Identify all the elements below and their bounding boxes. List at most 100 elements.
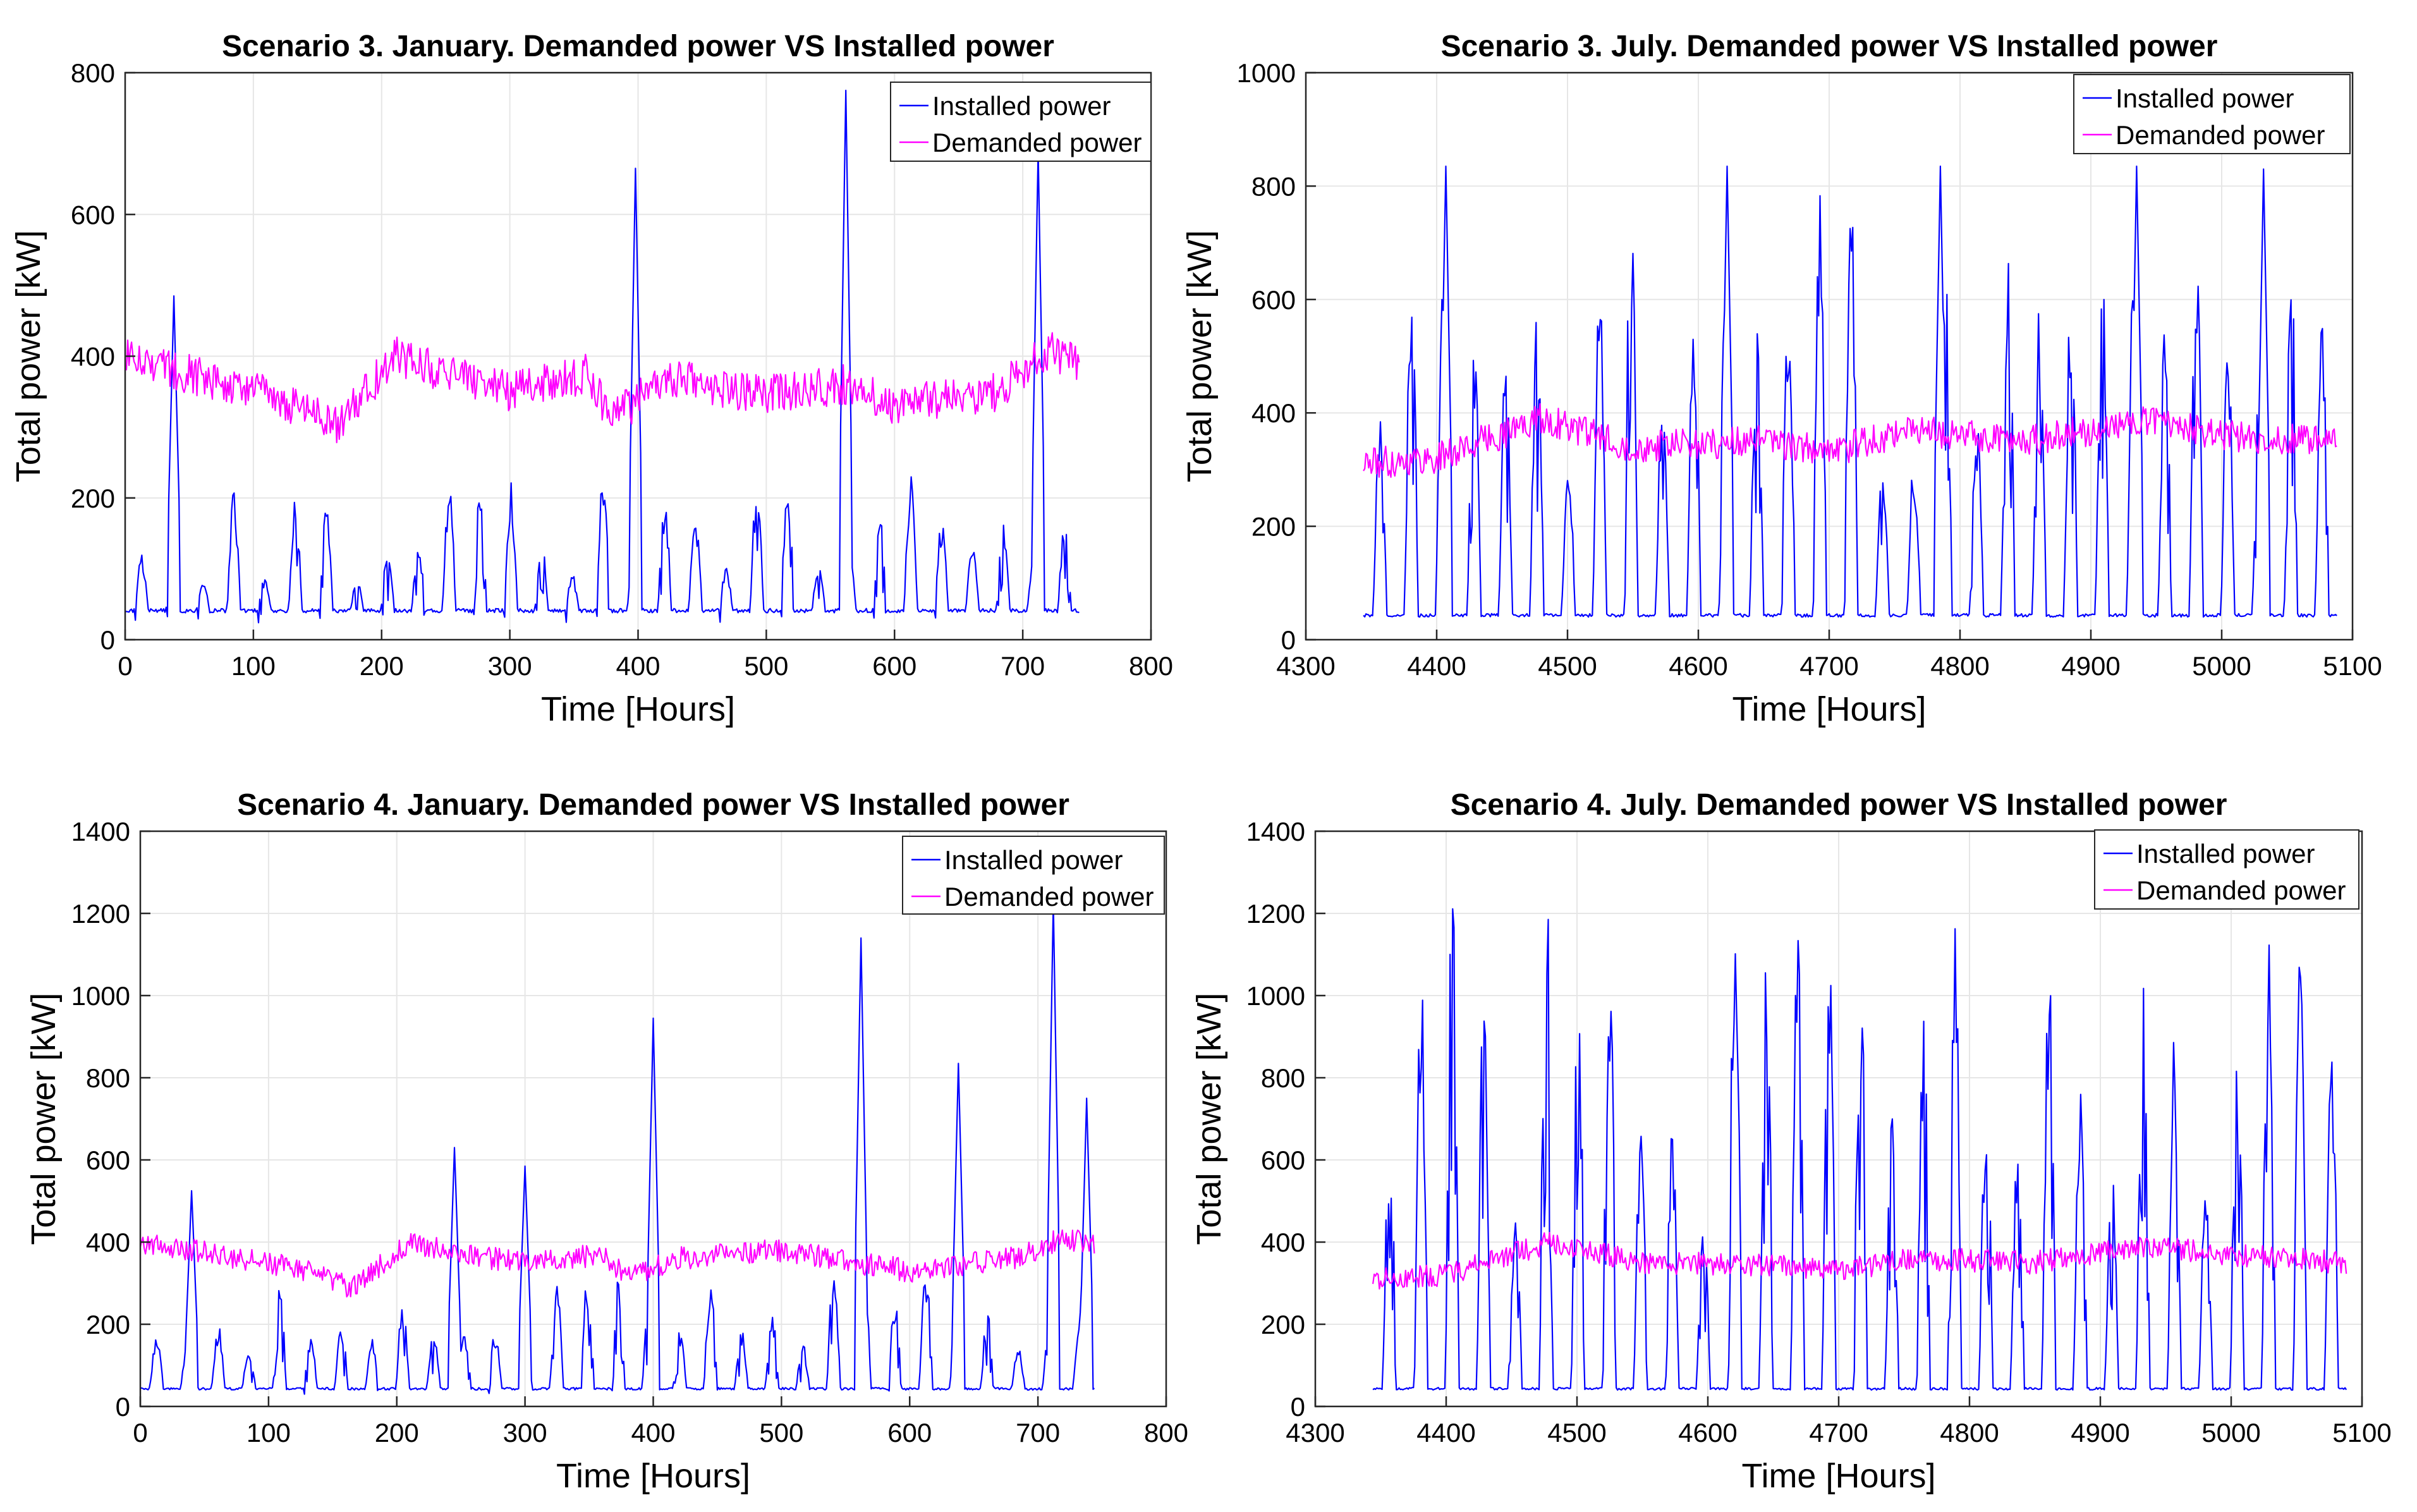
y-tick-label: 1000 <box>71 981 130 1011</box>
legend-label: Installed power <box>2116 83 2294 113</box>
y-tick-label: 200 <box>86 1310 130 1339</box>
y-tick-label: 1400 <box>1246 817 1305 846</box>
x-tick-label: 0 <box>118 651 132 681</box>
x-tick-label: 4800 <box>1930 651 1989 681</box>
x-tick-label: 4800 <box>1940 1418 1999 1448</box>
chart-title: Scenario 3. July. Demanded power VS Inst… <box>1441 30 2218 63</box>
x-tick-label: 500 <box>759 1418 803 1448</box>
x-tick-label: 4600 <box>1678 1418 1737 1448</box>
y-tick-label: 0 <box>100 625 115 655</box>
legend-label: Demanded power <box>944 882 1154 911</box>
legend-label: Installed power <box>944 845 1123 875</box>
x-tick-label: 300 <box>503 1418 547 1448</box>
legend: Installed power Demanded power <box>2073 74 2351 154</box>
legend-label: Demanded power <box>932 128 1142 157</box>
y-axis-label: Total power [kW] <box>1190 992 1228 1245</box>
chart-3: 0 100 200 300 400 500 600 700 800 0 200 400 600 800 10… <box>25 788 1188 1495</box>
legend-label: Demanded power <box>2116 120 2325 150</box>
x-tick-label: 5100 <box>2332 1418 2391 1448</box>
y-tick-label: 1200 <box>71 899 130 929</box>
x-tick-label: 0 <box>133 1418 147 1448</box>
y-tick-label: 400 <box>86 1228 130 1257</box>
y-axis-label: Total power [kW] <box>1181 230 1219 482</box>
y-tick-label: 600 <box>86 1145 130 1175</box>
x-tick-label: 4300 <box>1276 651 1335 681</box>
x-tick-label: 4400 <box>1407 651 1466 681</box>
legend-box <box>890 82 1152 162</box>
y-tick-label: 1000 <box>1246 981 1305 1011</box>
y-tick-label: 400 <box>1261 1228 1305 1257</box>
x-tick-label: 700 <box>1016 1418 1060 1448</box>
y-tick-label: 0 <box>116 1392 130 1422</box>
x-tick-label: 600 <box>872 651 916 681</box>
x-axis-label: Time [Hours] <box>1732 690 1926 728</box>
legend: Installed power Demanded power <box>890 82 1152 162</box>
series-line-installed-power <box>140 900 1095 1395</box>
y-tick-label: 200 <box>1261 1310 1305 1339</box>
x-tick-label: 4600 <box>1669 651 1727 681</box>
y-tick-label: 1200 <box>1246 899 1305 929</box>
legend-box <box>2094 829 2359 910</box>
x-tick-label: 200 <box>360 651 404 681</box>
y-tick-label: 600 <box>1251 285 1296 315</box>
x-tick-label: 800 <box>1144 1418 1188 1448</box>
y-tick-label: 800 <box>1251 171 1296 201</box>
chart-title: Scenario 4. July. Demanded power VS Inst… <box>1451 788 2227 822</box>
series-line-installed-power <box>125 89 1080 624</box>
chart-4: 4300 4400 4500 4600 4700 4800 4900 5000 5100 0 200… <box>1190 788 2392 1495</box>
x-tick-label: 700 <box>1001 651 1045 681</box>
chart-title: Scenario 3. January. Demanded power VS I… <box>222 30 1054 63</box>
series-line-installed-power <box>1363 165 2337 618</box>
x-tick-label: 4400 <box>1416 1418 1475 1448</box>
legend: Installed power Demanded power <box>902 836 1165 915</box>
series-line-demanded-power <box>1372 1232 2347 1290</box>
x-tick-label: 4700 <box>1799 651 1858 681</box>
y-tick-label: 200 <box>71 484 115 513</box>
y-tick-label: 0 <box>1291 1392 1305 1422</box>
series-line-demanded-power <box>139 1229 1095 1298</box>
x-tick-label: 4300 <box>1286 1418 1344 1448</box>
x-tick-label: 800 <box>1129 651 1173 681</box>
legend-label: Installed power <box>2136 839 2315 869</box>
legend: Installed power Demanded power <box>2094 829 2359 910</box>
x-tick-label: 600 <box>887 1418 932 1448</box>
x-tick-label: 4500 <box>1538 651 1597 681</box>
y-tick-label: 200 <box>1251 512 1296 542</box>
x-tick-label: 4700 <box>1809 1418 1868 1448</box>
x-tick-label: 5000 <box>2201 1418 2260 1448</box>
y-tick-label: 800 <box>1261 1063 1305 1093</box>
x-tick-label: 4900 <box>2061 651 2120 681</box>
x-tick-label: 100 <box>231 651 276 681</box>
x-tick-label: 400 <box>616 651 660 681</box>
y-tick-label: 0 <box>1281 625 1296 655</box>
legend-label: Installed power <box>932 91 1111 121</box>
x-tick-label: 5100 <box>2323 651 2382 681</box>
series-line-demanded-power <box>124 332 1080 444</box>
series-line-installed-power <box>1372 908 2347 1391</box>
x-tick-label: 5000 <box>2192 651 2251 681</box>
x-tick-label: 400 <box>631 1418 675 1448</box>
x-tick-label: 200 <box>375 1418 419 1448</box>
chart-1: 0 100 200 300 400 500 600 700 800 0 200 400 600 800 Sc… <box>9 30 1173 728</box>
x-tick-label: 4900 <box>2071 1418 2129 1448</box>
x-tick-label: 300 <box>488 651 532 681</box>
y-axis-label: Total power [kW] <box>25 992 63 1245</box>
y-tick-label: 400 <box>71 342 115 372</box>
chart-title: Scenario 4. January. Demanded power VS I… <box>237 788 1069 822</box>
x-tick-label: 100 <box>247 1418 291 1448</box>
y-tick-label: 1400 <box>71 817 130 846</box>
x-tick-label: 4500 <box>1547 1418 1606 1448</box>
x-tick-label: 500 <box>744 651 788 681</box>
y-tick-label: 400 <box>1251 398 1296 428</box>
y-tick-label: 800 <box>71 58 115 88</box>
series-line-demanded-power <box>1363 403 2337 478</box>
x-axis-label: Time [Hours] <box>1741 1457 1935 1495</box>
chart-2: 4300 4400 4500 4600 4700 4800 4900 5000 5100 0 200… <box>1181 30 2382 728</box>
y-tick-label: 800 <box>86 1063 130 1093</box>
y-tick-label: 1000 <box>1237 58 1296 88</box>
y-tick-label: 600 <box>71 200 115 229</box>
x-axis-label: Time [Hours] <box>541 690 735 728</box>
y-axis-label: Total power [kW] <box>9 230 47 482</box>
legend-label: Demanded power <box>2136 875 2346 905</box>
